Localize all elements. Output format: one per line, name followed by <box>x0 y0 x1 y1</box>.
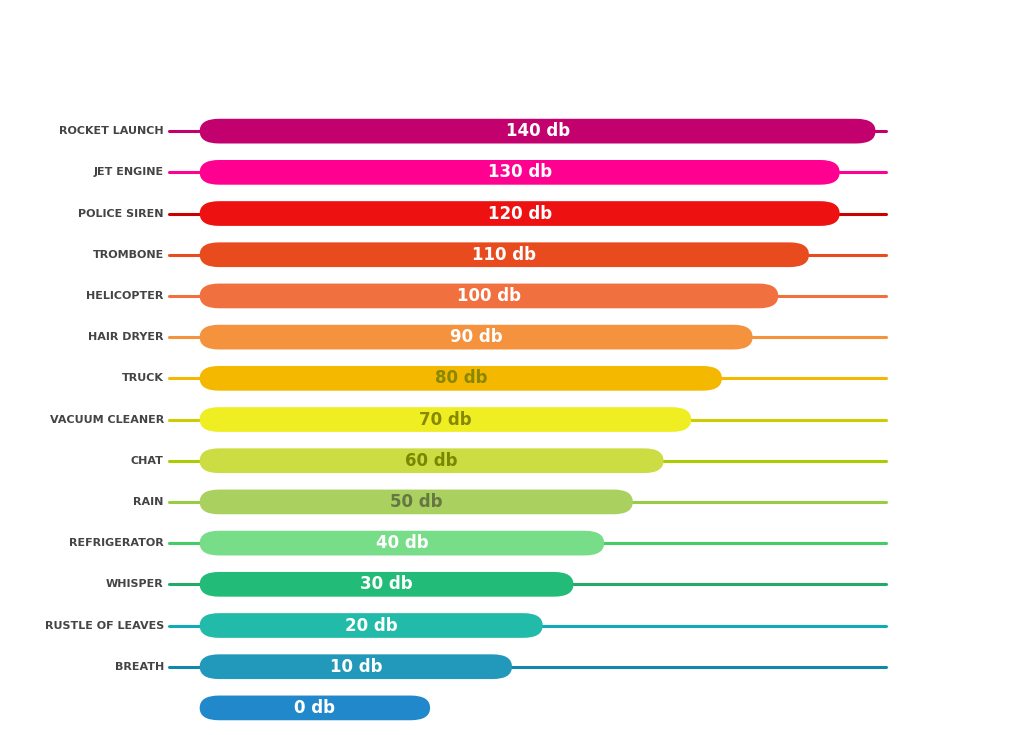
Text: JET ENGINE: JET ENGINE <box>94 168 164 177</box>
Text: 60 db: 60 db <box>406 452 458 470</box>
Text: POLICE SIREN: POLICE SIREN <box>79 209 164 218</box>
FancyBboxPatch shape <box>200 572 573 597</box>
FancyBboxPatch shape <box>200 407 691 432</box>
FancyBboxPatch shape <box>200 284 778 308</box>
Text: 80 db: 80 db <box>434 369 487 387</box>
Text: 30 db: 30 db <box>360 576 413 593</box>
Text: TROMBONE: TROMBONE <box>92 250 164 259</box>
Text: DECIBEL SCALE: DECIBEL SCALE <box>31 15 580 77</box>
Text: 40 db: 40 db <box>376 534 428 552</box>
Text: 20 db: 20 db <box>345 617 397 634</box>
Text: 70 db: 70 db <box>419 411 472 429</box>
Text: BREATH: BREATH <box>115 662 164 672</box>
Text: CHAT: CHAT <box>131 456 164 466</box>
FancyBboxPatch shape <box>200 490 633 514</box>
Text: TRUCK: TRUCK <box>122 373 164 384</box>
Text: RAIN: RAIN <box>133 497 164 507</box>
FancyBboxPatch shape <box>200 531 604 556</box>
FancyBboxPatch shape <box>200 201 840 226</box>
Text: 120 db: 120 db <box>487 204 552 223</box>
Text: 90 db: 90 db <box>450 328 503 346</box>
Text: REFRIGERATOR: REFRIGERATOR <box>69 538 164 548</box>
Text: 110 db: 110 db <box>472 245 537 264</box>
Text: 10 db: 10 db <box>330 658 382 675</box>
Text: RUSTLE OF LEAVES: RUSTLE OF LEAVES <box>45 620 164 631</box>
FancyBboxPatch shape <box>200 325 753 349</box>
FancyBboxPatch shape <box>200 448 664 473</box>
FancyBboxPatch shape <box>200 160 840 184</box>
FancyBboxPatch shape <box>200 613 543 638</box>
FancyBboxPatch shape <box>200 366 722 391</box>
Text: 0 db: 0 db <box>294 699 336 717</box>
FancyBboxPatch shape <box>200 243 809 267</box>
Text: 140 db: 140 db <box>506 122 569 140</box>
FancyBboxPatch shape <box>200 695 430 720</box>
Text: VACUUM CLEANER: VACUUM CLEANER <box>49 415 164 425</box>
Text: HAIR DRYER: HAIR DRYER <box>88 332 164 342</box>
Text: ROCKET LAUNCH: ROCKET LAUNCH <box>59 126 164 136</box>
Text: WHISPER: WHISPER <box>106 579 164 589</box>
FancyBboxPatch shape <box>200 119 876 143</box>
Text: HELICOPTER: HELICOPTER <box>86 291 164 301</box>
Text: 50 db: 50 db <box>390 493 442 511</box>
FancyBboxPatch shape <box>200 654 512 679</box>
Text: 130 db: 130 db <box>487 163 552 182</box>
Text: 100 db: 100 db <box>457 287 521 305</box>
